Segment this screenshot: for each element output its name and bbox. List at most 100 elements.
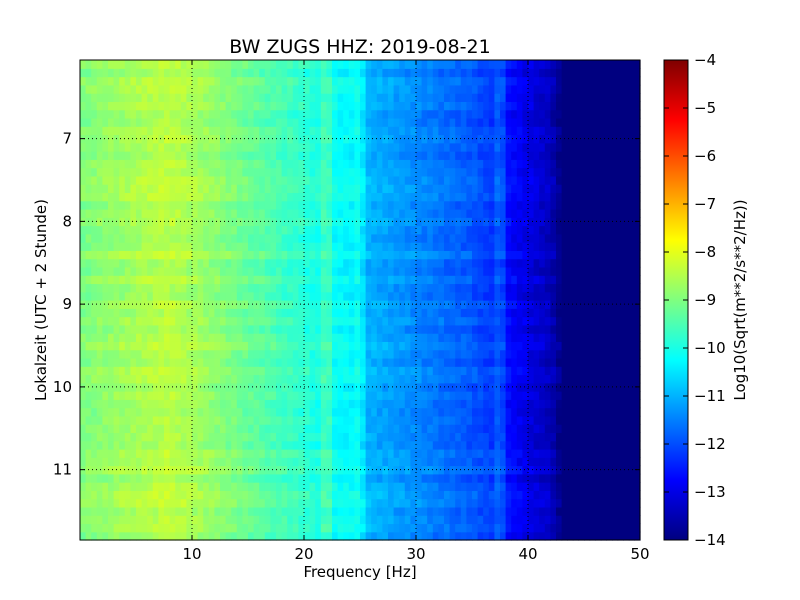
heatmap-cell <box>628 250 635 260</box>
heatmap-cell <box>186 490 193 500</box>
heatmap-cell <box>522 126 529 136</box>
heatmap-cell <box>186 208 193 218</box>
heatmap-cell <box>494 357 501 367</box>
heatmap-cell <box>124 382 131 392</box>
heatmap-cell <box>124 266 131 276</box>
heatmap-cell <box>477 490 484 500</box>
heatmap-cell <box>180 473 187 483</box>
heatmap-cell <box>623 432 630 442</box>
heatmap-cell <box>220 159 227 169</box>
heatmap-cell <box>281 366 288 376</box>
heatmap-cell <box>332 258 339 268</box>
heatmap-cell <box>220 308 227 318</box>
heatmap-cell <box>85 266 92 276</box>
heatmap-cell <box>197 283 204 293</box>
heatmap-cell <box>147 159 154 169</box>
heatmap-cell <box>354 415 361 425</box>
heatmap-cell <box>404 159 411 169</box>
heatmap-cell <box>556 192 563 202</box>
heatmap-cell <box>567 432 574 442</box>
heatmap-cell <box>298 175 305 185</box>
heatmap-cell <box>393 175 400 185</box>
heatmap-cell <box>399 415 406 425</box>
heatmap-cell <box>270 217 277 227</box>
heatmap-cell <box>253 250 260 260</box>
heatmap-cell <box>410 407 417 417</box>
heatmap-cell <box>528 126 535 136</box>
heatmap-cell <box>539 448 546 458</box>
heatmap-cell <box>91 482 98 491</box>
heatmap-cell <box>332 374 339 384</box>
heatmap-cell <box>404 324 411 334</box>
heatmap-cell <box>528 498 535 508</box>
heatmap-cell <box>522 324 529 334</box>
heatmap-cell <box>326 407 333 417</box>
heatmap-cell <box>197 126 204 136</box>
heatmap-cell <box>371 357 378 367</box>
heatmap-cell <box>298 457 305 467</box>
heatmap-cell <box>91 184 98 194</box>
heatmap-cell <box>236 366 243 376</box>
heatmap-cell <box>175 316 182 326</box>
heatmap-cell <box>360 316 367 326</box>
heatmap-cell <box>533 192 540 202</box>
heatmap-cell <box>348 324 355 334</box>
heatmap-cell <box>393 523 400 533</box>
heatmap-cell <box>427 349 434 359</box>
heatmap-cell <box>164 482 171 491</box>
heatmap-cell <box>528 399 535 409</box>
heatmap-cell <box>276 457 283 467</box>
heatmap-cell <box>348 258 355 268</box>
heatmap-cell <box>96 233 103 243</box>
heatmap-cell <box>606 184 613 194</box>
heatmap-cell <box>416 482 423 491</box>
heatmap-cell <box>634 490 641 500</box>
heatmap-cell <box>444 250 451 260</box>
heatmap-cell <box>287 374 294 384</box>
heatmap-cell <box>326 457 333 467</box>
heatmap-cell <box>388 498 395 508</box>
heatmap-cell <box>371 415 378 425</box>
heatmap-cell <box>180 357 187 367</box>
heatmap-cell <box>584 448 591 458</box>
heatmap-cell <box>337 473 344 483</box>
heatmap-cell <box>332 324 339 334</box>
heatmap-cell <box>376 457 383 467</box>
heatmap-cell <box>516 175 523 185</box>
heatmap-cell <box>214 142 221 152</box>
heatmap-cell <box>242 382 249 392</box>
heatmap-cell <box>516 308 523 318</box>
heatmap-cell <box>80 283 87 293</box>
heatmap-cell <box>511 407 518 417</box>
heatmap-cell <box>488 399 495 409</box>
heatmap-cell <box>253 233 260 243</box>
heatmap-cell <box>477 151 484 160</box>
heatmap-cell <box>365 324 372 334</box>
heatmap-cell <box>231 432 238 442</box>
heatmap-cell <box>242 233 249 243</box>
heatmap-cell <box>449 126 456 136</box>
heatmap-cell <box>505 448 512 458</box>
heatmap-cell <box>281 357 288 367</box>
heatmap-cell <box>612 225 619 235</box>
heatmap-cell <box>124 159 131 169</box>
heatmap-cell <box>550 382 557 392</box>
heatmap-cell <box>175 490 182 500</box>
heatmap-cell <box>427 432 434 442</box>
heatmap-cell <box>550 341 557 351</box>
heatmap-cell <box>572 366 579 376</box>
heatmap-cell <box>584 300 591 309</box>
heatmap-cell <box>556 316 563 326</box>
heatmap-cell <box>376 316 383 326</box>
heatmap-cell <box>248 167 255 177</box>
heatmap-cell <box>214 217 221 227</box>
heatmap-cell <box>449 159 456 169</box>
heatmap-cell <box>522 200 529 210</box>
heatmap-cell <box>556 217 563 227</box>
heatmap-cell <box>236 233 243 243</box>
heatmap-cell <box>276 184 283 194</box>
heatmap-cell <box>494 407 501 417</box>
heatmap-cell <box>326 184 333 194</box>
heatmap-cell <box>533 200 540 210</box>
heatmap-cell <box>421 250 428 260</box>
